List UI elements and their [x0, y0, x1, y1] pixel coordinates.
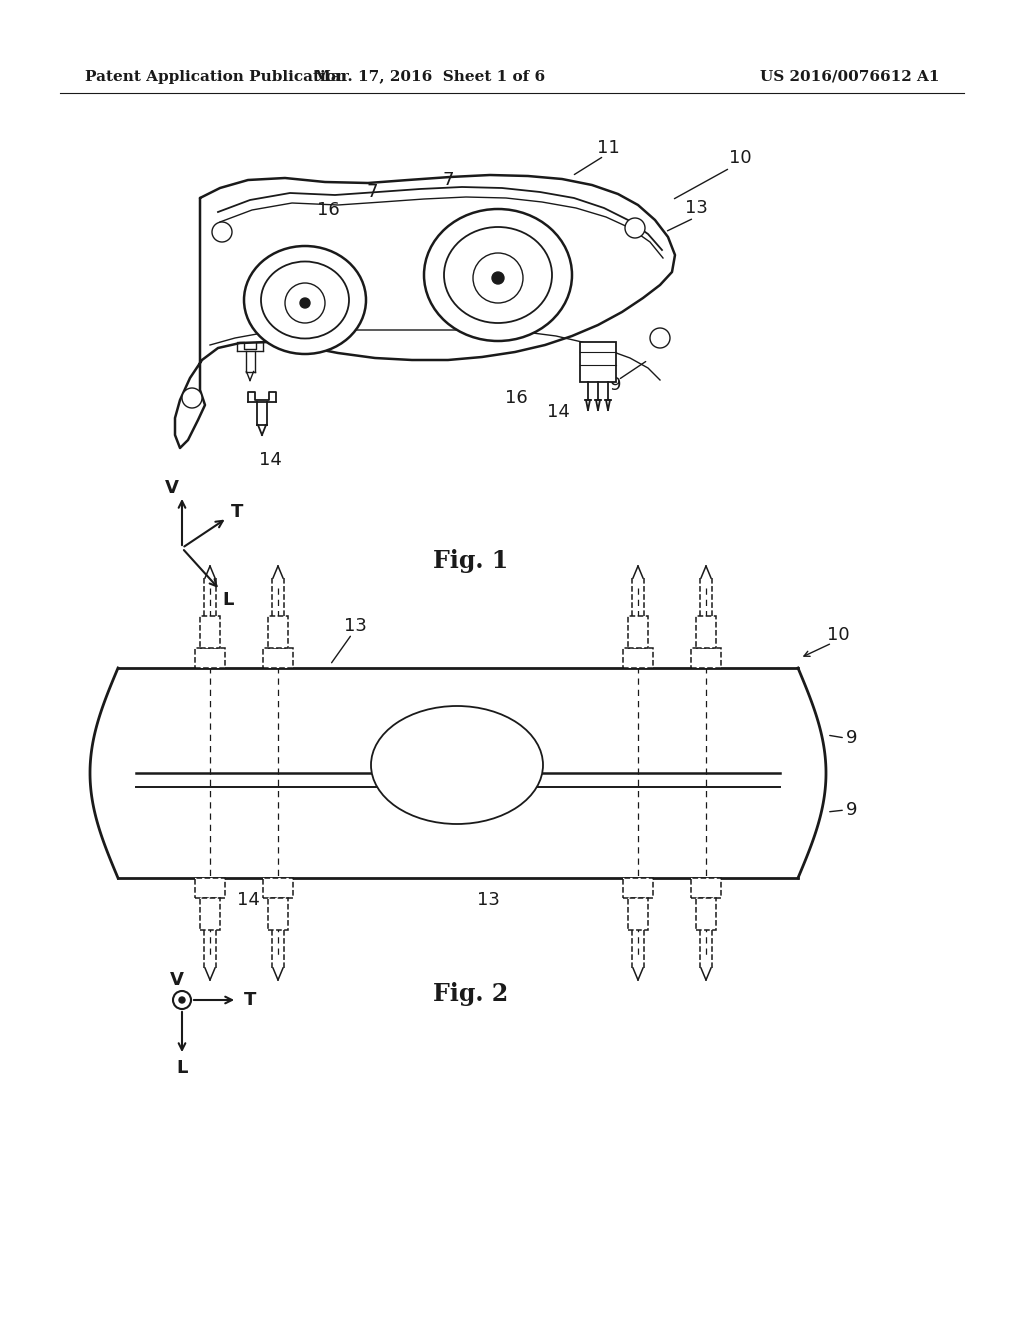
- Text: 7: 7: [367, 183, 378, 201]
- Circle shape: [179, 997, 185, 1003]
- Ellipse shape: [371, 706, 543, 824]
- Text: 16: 16: [505, 389, 527, 407]
- Text: T: T: [244, 991, 256, 1008]
- Text: Fig. 2: Fig. 2: [433, 982, 509, 1006]
- Bar: [263, 878, 293, 898]
- Polygon shape: [90, 668, 118, 878]
- Text: V: V: [165, 479, 179, 498]
- Text: US 2016/0076612 A1: US 2016/0076612 A1: [761, 70, 940, 83]
- Text: 80: 80: [199, 619, 221, 638]
- Polygon shape: [175, 176, 675, 447]
- Text: 10: 10: [729, 149, 752, 168]
- Circle shape: [212, 222, 232, 242]
- Circle shape: [492, 272, 504, 284]
- Bar: [628, 898, 648, 931]
- Circle shape: [650, 327, 670, 348]
- Ellipse shape: [444, 227, 552, 323]
- Text: L: L: [222, 591, 233, 609]
- Bar: [696, 616, 716, 648]
- Text: 13: 13: [685, 199, 708, 216]
- Bar: [623, 878, 653, 898]
- Bar: [691, 878, 721, 898]
- Ellipse shape: [424, 209, 572, 341]
- Text: 9: 9: [846, 729, 858, 747]
- Text: L: L: [176, 1059, 187, 1077]
- Text: 9: 9: [846, 801, 858, 818]
- Text: Patent Application Publication: Patent Application Publication: [85, 70, 347, 83]
- Circle shape: [473, 253, 523, 304]
- Text: 11: 11: [597, 139, 620, 157]
- Text: T: T: [230, 503, 243, 521]
- Polygon shape: [798, 668, 826, 878]
- Text: V: V: [170, 972, 184, 989]
- Text: 14: 14: [259, 451, 282, 469]
- Bar: [263, 648, 293, 668]
- Text: 9: 9: [610, 376, 622, 393]
- Text: 7: 7: [442, 172, 454, 189]
- Circle shape: [285, 282, 325, 323]
- FancyBboxPatch shape: [580, 342, 616, 381]
- Text: Mar. 17, 2016  Sheet 1 of 6: Mar. 17, 2016 Sheet 1 of 6: [314, 70, 546, 83]
- Circle shape: [182, 388, 202, 408]
- Bar: [268, 898, 288, 931]
- Bar: [696, 898, 716, 931]
- Text: 13: 13: [344, 616, 367, 635]
- Bar: [195, 648, 225, 668]
- Text: 10: 10: [826, 626, 849, 644]
- Text: 14: 14: [237, 891, 259, 909]
- Text: Fig. 1: Fig. 1: [433, 549, 509, 573]
- Bar: [623, 648, 653, 668]
- Text: 80: 80: [627, 619, 649, 638]
- Bar: [628, 616, 648, 648]
- Ellipse shape: [244, 246, 366, 354]
- Bar: [268, 616, 288, 648]
- Bar: [691, 648, 721, 668]
- Bar: [195, 878, 225, 898]
- Text: 14: 14: [547, 403, 569, 421]
- Ellipse shape: [261, 261, 349, 338]
- Text: 13: 13: [476, 891, 500, 909]
- Circle shape: [625, 218, 645, 238]
- Circle shape: [173, 991, 191, 1008]
- Polygon shape: [118, 668, 798, 878]
- Bar: [200, 616, 220, 648]
- Text: 16: 16: [316, 201, 339, 219]
- Circle shape: [300, 298, 310, 308]
- Bar: [200, 898, 220, 931]
